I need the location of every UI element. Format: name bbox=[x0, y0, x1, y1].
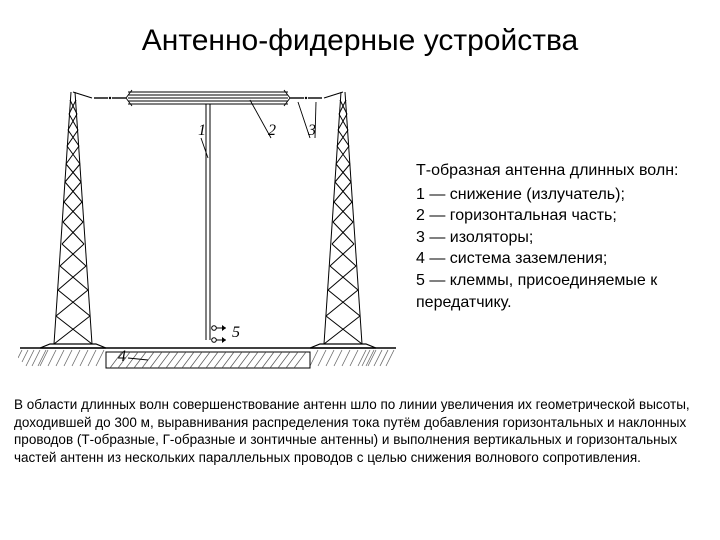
legend-column: Т-образная антенна длинных волн: 1 — сни… bbox=[398, 68, 702, 388]
legend-item-3: 3 — изоляторы; bbox=[416, 227, 702, 249]
diagram-label-4: 4 bbox=[118, 348, 126, 366]
diagram-label-1: 1 bbox=[198, 122, 206, 140]
diagram-label-2: 2 bbox=[268, 122, 276, 140]
legend-item-4: 4 — система заземления; bbox=[416, 248, 702, 270]
page-title: Антенно-фидерные устройства bbox=[0, 0, 720, 58]
diagram-label-3: 3 bbox=[308, 122, 316, 140]
antenna-diagram: 1 2 3 4 5 bbox=[18, 68, 398, 388]
legend-caption: Т-образная антенна длинных волн: bbox=[416, 160, 702, 182]
diagram-column: 1 2 3 4 5 bbox=[18, 68, 398, 388]
diagram-label-5: 5 bbox=[232, 324, 240, 342]
legend-item-5: 5 — клеммы, присоединяемые к передатчику… bbox=[416, 270, 702, 313]
legend-item-2: 2 — горизонтальная часть; bbox=[416, 205, 702, 227]
content-row: 1 2 3 4 5 Т-образная антенна длинных вол… bbox=[0, 58, 720, 388]
legend-item-1: 1 — снижение (излучатель); bbox=[416, 184, 702, 206]
bottom-paragraph: В области длинных волн совершенствование… bbox=[0, 388, 720, 466]
